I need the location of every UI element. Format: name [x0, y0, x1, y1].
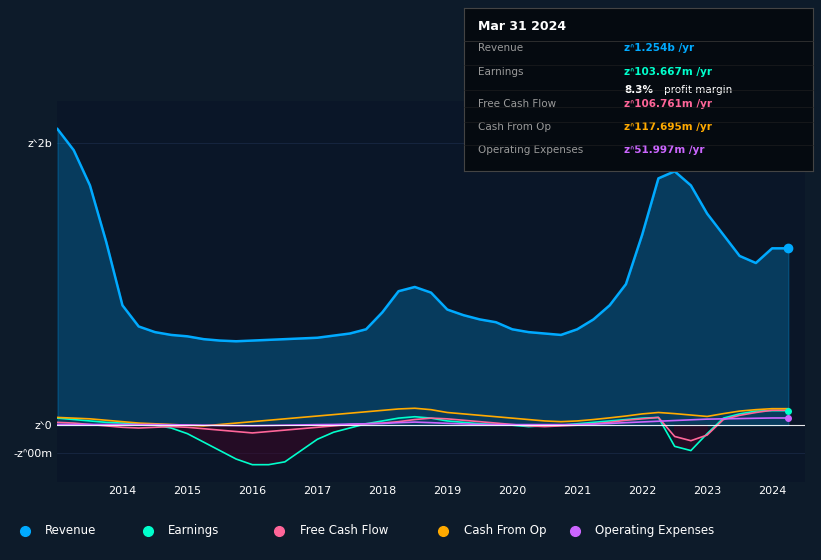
Text: Earnings: Earnings	[478, 67, 523, 77]
Text: 8.3%: 8.3%	[624, 85, 654, 95]
Text: Revenue: Revenue	[45, 524, 97, 538]
Text: Revenue: Revenue	[478, 43, 523, 53]
Text: Mar 31 2024: Mar 31 2024	[478, 20, 566, 33]
Text: zᐢ117.695m /yr: zᐢ117.695m /yr	[624, 122, 713, 132]
Text: Free Cash Flow: Free Cash Flow	[478, 99, 556, 109]
Text: Operating Expenses: Operating Expenses	[595, 524, 714, 538]
Text: zᐢ1.254b /yr: zᐢ1.254b /yr	[624, 43, 695, 53]
Text: Free Cash Flow: Free Cash Flow	[300, 524, 388, 538]
Text: zᐢ106.761m /yr: zᐢ106.761m /yr	[624, 99, 713, 109]
Text: Cash From Op: Cash From Op	[478, 122, 551, 132]
Text: profit margin: profit margin	[664, 85, 733, 95]
Text: zᐢ103.667m /yr: zᐢ103.667m /yr	[624, 67, 713, 77]
Text: Earnings: Earnings	[168, 524, 220, 538]
Text: Cash From Op: Cash From Op	[464, 524, 546, 538]
Text: Operating Expenses: Operating Expenses	[478, 145, 583, 155]
Text: zᐢ51.997m /yr: zᐢ51.997m /yr	[624, 145, 705, 155]
